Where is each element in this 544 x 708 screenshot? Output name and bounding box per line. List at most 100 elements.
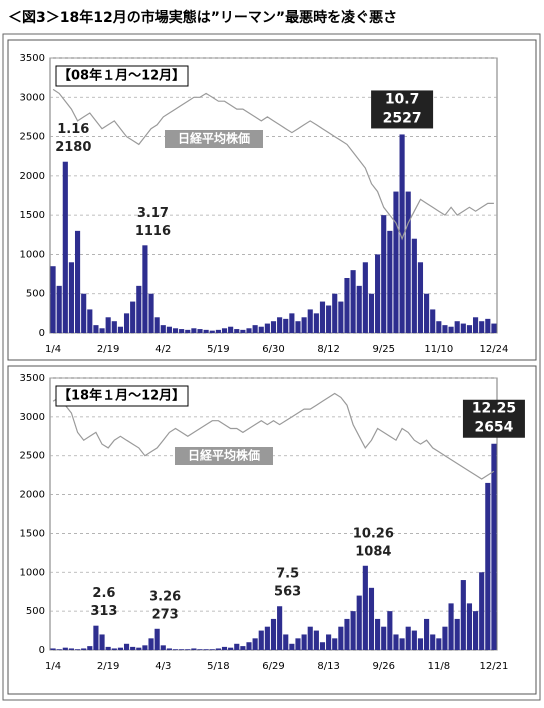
- y-tick-label: 1500: [20, 528, 45, 539]
- bar: [277, 317, 283, 333]
- bar: [436, 638, 442, 650]
- y-tick-label: 3500: [20, 373, 45, 384]
- x-tick-label: 6/29: [262, 661, 284, 672]
- bar: [68, 648, 75, 650]
- bar: [264, 323, 270, 333]
- x-tick-label: 8/13: [317, 661, 339, 672]
- bar: [307, 309, 313, 333]
- bar: [479, 321, 485, 333]
- bar: [405, 191, 411, 333]
- annotation-date: 3.26: [149, 589, 181, 604]
- bar: [252, 325, 258, 333]
- x-tick-label: 11/10: [424, 344, 453, 355]
- bar: [93, 325, 99, 333]
- bar: [460, 580, 466, 650]
- bar: [350, 611, 356, 650]
- line-label-box: [165, 130, 263, 148]
- bar: [479, 572, 485, 650]
- y-tick-label: 1500: [20, 210, 45, 221]
- bar: [136, 285, 142, 333]
- bar: [454, 321, 460, 333]
- bar: [74, 649, 81, 650]
- bar: [111, 321, 117, 333]
- bar: [50, 648, 56, 650]
- bar: [326, 305, 332, 333]
- bar: [117, 326, 123, 333]
- bar: [319, 642, 326, 650]
- bar: [123, 643, 130, 650]
- y-tick-label: 500: [26, 289, 45, 300]
- plot-area: [49, 377, 498, 651]
- x-tick-label: 5/19: [207, 344, 229, 355]
- y-tick-label: 2000: [20, 490, 45, 501]
- bar: [148, 638, 154, 650]
- x-tick-label: 12/21: [480, 661, 509, 672]
- bar: [117, 647, 123, 650]
- bar: [62, 647, 68, 650]
- annotation-date: 10.7: [385, 91, 420, 107]
- panel-title: 【18年１月～12月】: [58, 388, 185, 404]
- x-tick-label: 8/12: [317, 344, 339, 355]
- bar: [240, 329, 246, 333]
- bar: [424, 293, 430, 333]
- bar: [136, 647, 142, 650]
- x-tick-label: 9/26: [372, 661, 394, 672]
- bar: [442, 626, 448, 650]
- bar: [430, 634, 436, 650]
- panel-title-box: [55, 385, 189, 407]
- bar: [160, 645, 166, 650]
- bar: [436, 321, 442, 333]
- bar: [130, 646, 136, 650]
- bar: [362, 565, 368, 650]
- bar: [246, 328, 252, 333]
- bar: [289, 313, 295, 333]
- bar: [466, 603, 473, 650]
- bar: [234, 329, 240, 333]
- bar: [338, 626, 344, 650]
- annotation-date: 3.17: [137, 206, 169, 221]
- bar: [387, 611, 393, 650]
- x-tick-label: 9/25: [372, 344, 394, 355]
- annotation-box: [462, 399, 525, 438]
- bar: [430, 309, 436, 333]
- bar: [154, 628, 160, 650]
- bar: [68, 262, 75, 333]
- bar: [485, 318, 491, 333]
- bar: [258, 326, 264, 333]
- bar: [368, 587, 375, 650]
- bar: [393, 191, 399, 333]
- bar: [221, 646, 228, 650]
- x-tick-label: 4/2: [155, 344, 171, 355]
- bar: [111, 648, 117, 650]
- bar: [179, 649, 185, 650]
- bar: [411, 630, 417, 650]
- bar: [344, 278, 350, 333]
- bar: [460, 323, 466, 333]
- y-tick-label: 500: [26, 606, 45, 617]
- bar: [417, 638, 424, 650]
- bar: [283, 318, 289, 333]
- bar: [375, 618, 381, 650]
- bar: [185, 649, 191, 650]
- bar: [368, 293, 375, 333]
- bar: [154, 317, 160, 333]
- annotation-value: 1116: [135, 224, 171, 239]
- y-tick-label: 3000: [20, 412, 45, 423]
- bar: [307, 626, 313, 650]
- bar: [344, 618, 350, 650]
- outer-frame: [2, 33, 541, 701]
- bar: [160, 325, 166, 333]
- bar: [270, 618, 277, 650]
- bar: [191, 648, 197, 650]
- bar: [375, 254, 381, 333]
- bar: [74, 230, 81, 333]
- bar: [87, 309, 93, 333]
- bar: [491, 443, 497, 650]
- annotation-value: 2180: [55, 140, 91, 155]
- bar: [228, 326, 234, 333]
- bar: [319, 301, 326, 333]
- panel-title-box: [55, 65, 189, 87]
- y-tick-label: 2000: [20, 171, 45, 182]
- bar: [301, 634, 307, 650]
